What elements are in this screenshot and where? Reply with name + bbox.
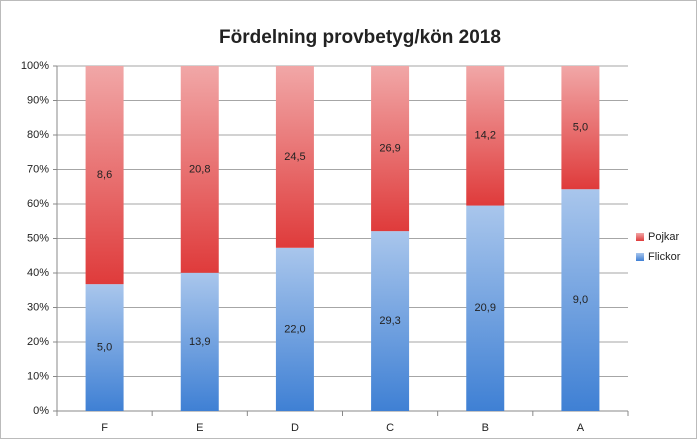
data-label: 20,9 [475,302,496,314]
data-label: 5,0 [573,122,588,134]
legend-label: Flickor [648,251,681,263]
data-label: 9,0 [573,294,588,306]
data-label: 13,9 [189,336,210,348]
y-tick-label: 100% [21,60,49,72]
y-tick-label: 10% [27,370,49,382]
legend-swatch [636,233,644,241]
data-label: 20,8 [189,163,210,175]
x-tick-label: A [577,422,585,434]
bar-segment [561,66,600,190]
bar-segment [275,247,314,411]
data-label: 26,9 [379,142,400,154]
legend-swatch [636,253,644,261]
y-tick-label: 80% [27,129,49,141]
bar-segment [275,66,314,248]
data-label: 14,2 [475,130,496,142]
bar-segment [371,66,410,232]
y-tick-label: 90% [27,94,49,106]
data-label: 22,0 [284,323,305,335]
data-label: 29,3 [379,315,400,327]
y-tick-label: 30% [27,301,49,313]
x-tick-label: C [386,422,394,434]
bar-segment [180,272,219,411]
bar-segment [466,66,505,206]
x-tick-label: B [482,422,489,434]
bar-segment [180,66,219,273]
y-tick-label: 40% [27,267,49,279]
x-tick-label: D [291,422,299,434]
y-tick-label: 0% [33,405,49,417]
legend-label: Pojkar [648,231,680,243]
y-tick-label: 70% [27,163,49,175]
data-label: 5,0 [97,341,112,353]
bar-segment [85,284,124,411]
y-tick-label: 20% [27,336,49,348]
x-tick-label: E [196,422,203,434]
data-label: 8,6 [97,169,112,181]
y-tick-label: 60% [27,198,49,210]
bar-segment [466,205,505,411]
chart-title: Fördelning provbetyg/kön 2018 [219,27,501,48]
bar-segment [85,66,124,285]
x-tick-label: F [101,422,108,434]
data-label: 24,5 [284,151,305,163]
y-tick-label: 50% [27,232,49,244]
bar-segment [561,189,600,411]
bar-segment [371,231,410,411]
